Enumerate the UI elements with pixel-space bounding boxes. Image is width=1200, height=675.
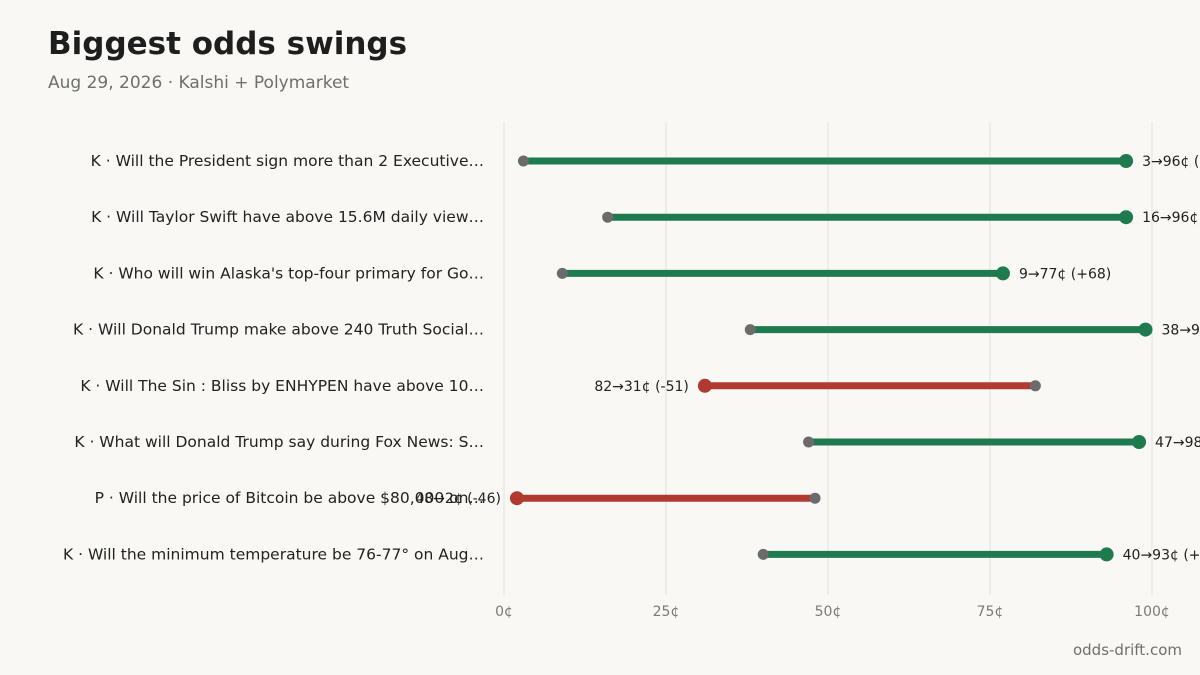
swing-value-label: 48→2¢ (-46) [415,491,501,507]
end-point [1099,547,1114,562]
market-label: K · Will The Sin : Bliss by ENHYPEN have… [80,377,484,395]
start-point [517,155,529,167]
market-label: K · What will Donald Trump say during Fo… [74,433,484,451]
market-label: K · Will the President sign more than 2 … [91,152,484,170]
swing-value-label: 9→77¢ (+68) [1019,266,1111,282]
start-point [803,436,815,448]
start-point [556,267,568,279]
end-point [1138,322,1153,337]
swing-value-label: 47→98¢ (+51) [1155,435,1200,451]
market-label: P · Will the price of Bitcoin be above $… [95,489,484,507]
swing-value-label: 16→96¢ (+80) [1142,210,1200,226]
end-point [1119,154,1134,168]
end-point [1119,210,1134,225]
chart-subtitle: Aug 29, 2026 · Kalshi + Polymarket [48,73,350,93]
start-point [602,211,614,223]
end-point [1132,435,1147,449]
market-label: K · Who will win Alaska's top-four prima… [93,264,484,282]
market-label: K · Will the minimum temperature be 76-7… [63,545,484,563]
swing-value-label: 38→99¢ (+61) [1162,323,1200,339]
chart-title: Biggest odds swings [48,26,408,62]
start-point [809,492,821,504]
end-point [995,266,1010,281]
start-point [757,548,769,560]
x-tick-label: 50¢ [815,604,842,620]
start-point [1029,380,1041,392]
start-point [744,324,756,336]
source-credit: odds-drift.com [1072,641,1182,659]
x-tick-label: 75¢ [977,604,1004,620]
swing-value-label: 40→93¢ (+53) [1123,547,1200,563]
x-tick-label: 0¢ [495,604,513,620]
end-point [697,378,712,393]
x-tick-label: 100¢ [1134,604,1170,620]
x-tick-label: 25¢ [653,604,680,620]
swing-value-label: 3→96¢ (+93) [1142,154,1200,170]
swing-value-label: 82→31¢ (-51) [594,379,689,395]
market-label: K · Will Taylor Swift have above 15.6M d… [91,208,484,226]
end-point [509,491,524,506]
market-label: K · Will Donald Trump make above 240 Tru… [73,321,484,339]
